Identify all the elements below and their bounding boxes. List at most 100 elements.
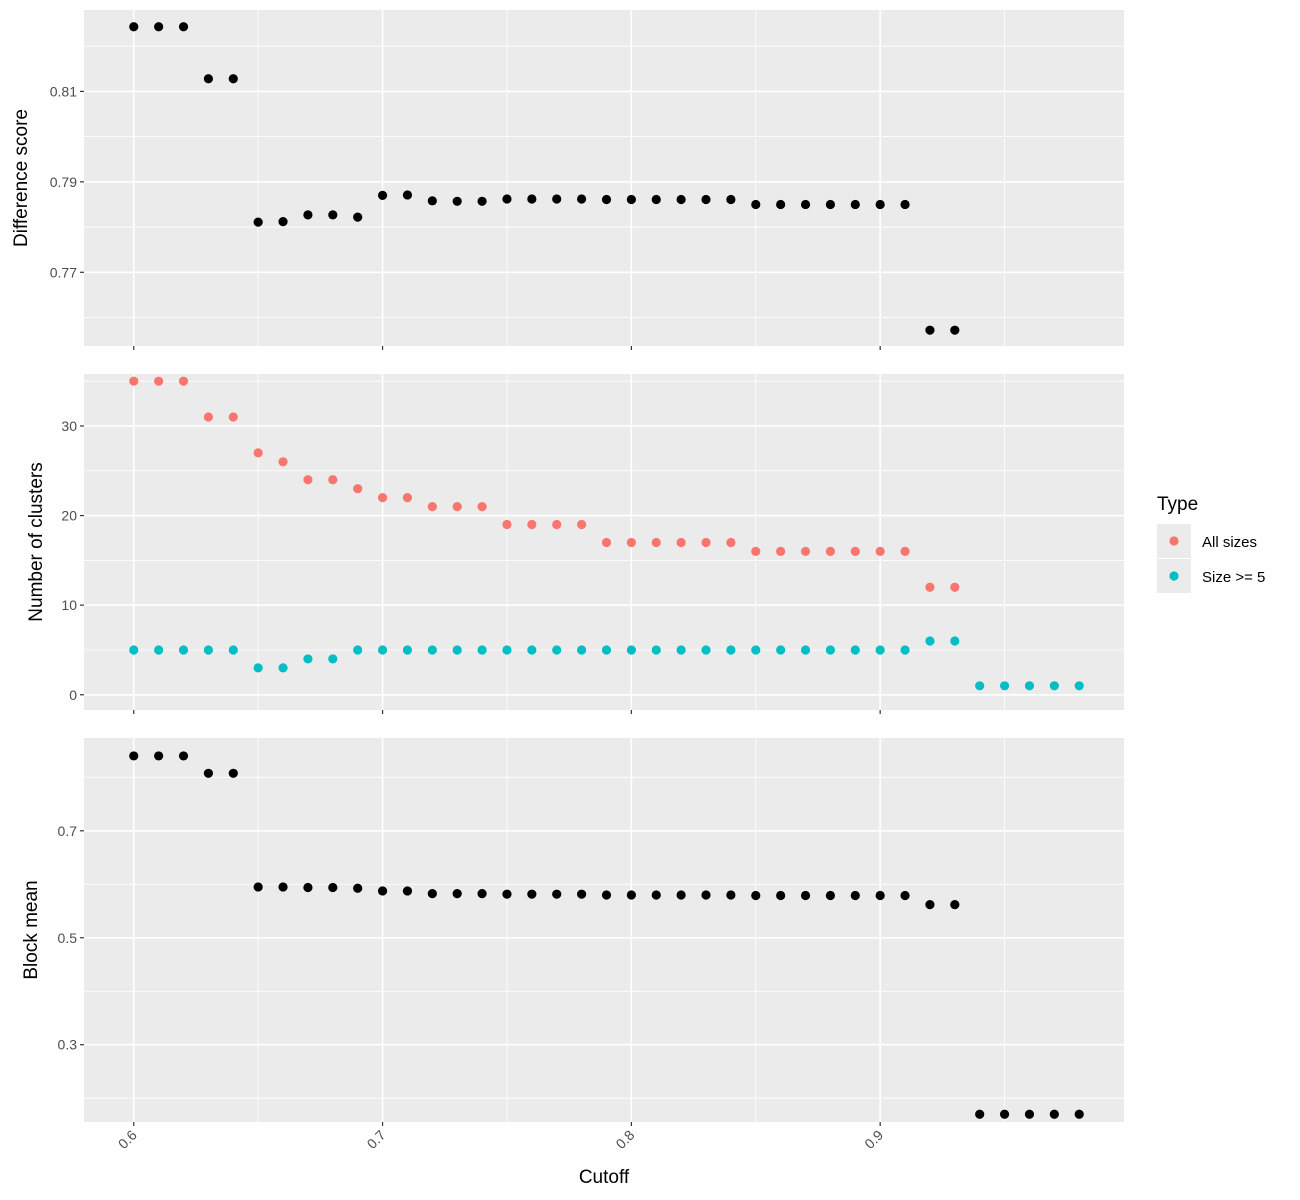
panel-3-series-1-point <box>875 890 885 901</box>
panel-2-series-2-point <box>527 645 537 655</box>
panel-1-series-1-point <box>377 190 388 201</box>
panel-2-series-2-point <box>154 645 164 655</box>
panel-1-series-1-point <box>577 194 587 204</box>
panel-2-series-1-point <box>328 475 338 485</box>
panel-2-series-1-point <box>228 412 238 422</box>
panel-3-series-1-point <box>427 889 437 899</box>
panel-2-series-2-point <box>776 645 786 655</box>
panel-1-series-1-point <box>129 22 139 32</box>
panel-2-series-1-point <box>477 502 487 512</box>
x-tick-label: 0.7 <box>364 1127 389 1152</box>
panel-2-series-2-point <box>1049 681 1059 691</box>
panel-2-series-1-point <box>402 493 413 503</box>
panel-3-background <box>84 738 1124 1122</box>
legend-swatch-size-5 <box>1169 571 1179 581</box>
panel-2-series-2-point <box>253 663 263 673</box>
panel-2-series-1-point <box>452 502 462 512</box>
panel-3-series-1-point <box>203 768 214 778</box>
panel-3-y-tick-label: 0.7 <box>58 823 78 839</box>
x-axis-title: Cutoff <box>579 1167 630 1188</box>
panel-2-series-1-point <box>875 546 885 557</box>
panel-2-series-2-point <box>203 645 214 655</box>
panel-1-series-1-point <box>477 196 487 206</box>
panel-3-series-1-point <box>129 751 139 761</box>
panel-3-series-1-point <box>900 890 910 901</box>
panel-2-series-1-point <box>701 537 711 548</box>
panel-2-series-1-point <box>178 376 189 386</box>
panel-3-series-1-point <box>154 751 164 761</box>
points-layer <box>129 22 1084 1119</box>
panel-1-y-tick-label: 0.81 <box>50 83 77 99</box>
panel-3-series-1-point <box>502 889 512 899</box>
panel-3-series-1-point <box>950 899 960 910</box>
panel-2-series-1-point <box>353 484 363 494</box>
panel-3-series-1-point <box>278 882 288 892</box>
panel-3-series-1-point <box>800 890 811 901</box>
panel-1-series-1-point <box>178 22 189 32</box>
legend-title: Type <box>1157 494 1198 515</box>
panel-1-series-1-point <box>303 210 313 220</box>
panel-1-series-1-point <box>676 194 686 205</box>
panel-2-series-1-point <box>154 376 164 386</box>
panel-3-series-1-point <box>1074 1109 1084 1119</box>
panel-2-series-2-point <box>1074 681 1084 691</box>
panel-2-series-2-point <box>353 645 363 655</box>
panel-3-series-1-point <box>353 883 363 893</box>
panel-1-series-1-point <box>875 199 885 210</box>
panel-3-series-1-point <box>925 899 935 910</box>
panel-1-series-1-point <box>701 194 711 205</box>
panel-3-series-1-point <box>303 882 313 893</box>
panel-1-series-1-point <box>651 194 661 205</box>
panel-2-y-tick-label: 20 <box>61 508 77 524</box>
panel-2-series-1-point <box>601 537 612 548</box>
panel-2-series-1-point <box>203 412 214 422</box>
panel-2-y-tick-label: 0 <box>69 687 77 703</box>
panel-2-series-2-point <box>651 645 661 655</box>
panel-1-series-1-point <box>452 196 462 206</box>
panel-3-series-1-point <box>228 768 238 778</box>
panel-3-series-1-point <box>577 889 587 899</box>
panel-2-series-2-point <box>875 645 885 655</box>
panel-1-series-1-point <box>751 199 761 210</box>
x-tick-label: 0.8 <box>612 1127 637 1152</box>
panel-2-series-2-point <box>825 645 836 655</box>
panel-3-y-axis-title: Block mean <box>21 880 42 979</box>
panel-2-series-1-point <box>527 519 537 530</box>
panel-2-series-2-point <box>452 645 462 655</box>
panel-1-series-1-point <box>800 199 811 210</box>
panel-2-series-2-point <box>402 645 413 655</box>
panel-2-y-tick-label: 10 <box>61 597 77 613</box>
panel-1-series-1-point <box>527 194 537 204</box>
panel-2-series-1-point <box>751 546 761 557</box>
panel-1-series-1-point <box>427 196 437 206</box>
panel-3-series-1-point <box>676 890 686 900</box>
panel-1-y-tick-label: 0.79 <box>50 174 77 190</box>
panel-3-series-1-point <box>1024 1109 1035 1119</box>
panel-2-series-2-point <box>601 645 612 655</box>
panel-2-series-1-point <box>925 582 935 592</box>
legend-label-all-sizes: All sizes <box>1202 534 1257 551</box>
panel-2-series-2-point <box>328 654 338 664</box>
panel-2-series-1-point <box>726 537 736 548</box>
panel-1-series-1-point <box>253 217 263 227</box>
panel-2-series-1-point <box>651 537 661 548</box>
panel-2-series-2-point <box>427 645 437 655</box>
panel-3-series-1-point <box>477 889 487 899</box>
panel-1-series-1-point <box>950 325 960 335</box>
panel-2-series-2-point <box>228 645 238 655</box>
panel-2-series-2-point <box>676 645 686 655</box>
panel-3-series-1-point <box>726 890 736 900</box>
panel-2-series-2-point <box>577 645 587 655</box>
panel-1-series-1-point <box>154 22 164 32</box>
legend-swatch-all-sizes <box>1169 536 1179 546</box>
panel-2-series-1-point <box>129 376 139 386</box>
panel-2-series-1-point <box>502 519 512 530</box>
panel-1-series-1-point <box>825 199 836 210</box>
panel-1-series-1-point <box>900 199 910 210</box>
panel-2-series-2-point <box>751 645 761 655</box>
panel-3-series-1-point <box>253 882 263 892</box>
panel-3-series-1-point <box>999 1109 1010 1119</box>
panel-3-y-tick-label: 0.3 <box>58 1037 78 1053</box>
panel-2-series-2-point <box>552 645 562 655</box>
